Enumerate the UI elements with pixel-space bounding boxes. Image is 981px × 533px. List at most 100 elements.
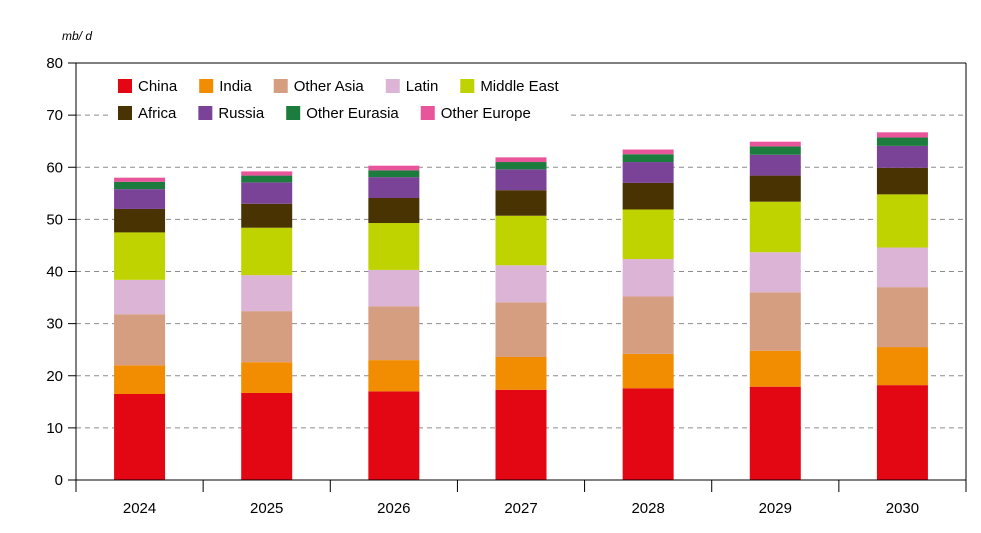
bar-segment xyxy=(368,360,420,392)
bar-segment xyxy=(368,170,420,178)
x-tick-label: 2024 xyxy=(123,500,156,517)
bar-segment xyxy=(622,353,674,389)
bar-segment xyxy=(876,137,928,146)
bar-segment xyxy=(876,145,928,168)
bar-segment xyxy=(114,279,166,315)
legend-swatch xyxy=(199,79,214,93)
bar-segment xyxy=(114,208,166,233)
x-tick-label: 2027 xyxy=(504,500,537,517)
bar-segment xyxy=(241,275,293,312)
legend-items: China India Other Asia Latin Middle East Afri… xyxy=(118,78,560,122)
bar-segment xyxy=(241,227,293,276)
bar-segment xyxy=(495,162,547,170)
legend-swatch xyxy=(198,106,213,120)
bar-segment xyxy=(749,146,801,155)
bar-segment xyxy=(749,175,801,202)
bar-segment xyxy=(241,182,293,204)
y-tick-label: 0 xyxy=(55,472,63,489)
legend-label: Russia xyxy=(218,105,265,122)
legend-label: Other Asia xyxy=(294,78,365,95)
bar-segment xyxy=(495,169,547,191)
y-axis-unit-label: mb/ d xyxy=(62,29,92,43)
bar-segment xyxy=(241,392,293,480)
legend-label: Other Eurasia xyxy=(306,105,399,122)
legend: China India Other Asia Latin Middle East Afri… xyxy=(110,72,569,128)
y-tick-label: 30 xyxy=(46,316,63,333)
bar-segment xyxy=(495,157,547,163)
bar-segment xyxy=(876,194,928,248)
bar-segment xyxy=(876,167,928,195)
bar-segment xyxy=(495,389,547,480)
bar-segment xyxy=(622,149,674,155)
bar-segment xyxy=(749,386,801,480)
legend-swatch xyxy=(385,79,400,93)
bar-segment xyxy=(114,365,166,394)
bar-segment xyxy=(114,177,166,182)
bar-segment xyxy=(622,209,674,259)
bar-segment xyxy=(622,388,674,480)
bar-segment xyxy=(622,258,674,297)
x-tick-label: 2028 xyxy=(631,500,664,517)
bar-segment xyxy=(495,356,547,390)
bar-segment xyxy=(876,132,928,138)
y-tick-label: 10 xyxy=(46,420,63,437)
bar-segment xyxy=(749,350,801,387)
legend-swatch xyxy=(273,79,288,93)
bar-segment xyxy=(368,165,420,171)
legend-swatch xyxy=(118,79,132,93)
bar-segment xyxy=(368,269,420,307)
bar-segment xyxy=(749,292,801,351)
bar-segment xyxy=(114,181,166,190)
bar-segment xyxy=(622,296,674,354)
bar-segment xyxy=(749,141,801,147)
bar-segment xyxy=(876,385,928,480)
bar-segment xyxy=(495,265,547,303)
y-tick-label: 80 xyxy=(46,55,63,72)
y-tick-label: 50 xyxy=(46,211,63,228)
bar-segment xyxy=(622,154,674,163)
legend-background xyxy=(110,72,569,128)
legend-label: Latin xyxy=(406,78,439,95)
bar-segment xyxy=(876,287,928,348)
legend-label: Middle East xyxy=(480,78,559,95)
bar-segment xyxy=(368,306,420,361)
bar-segment xyxy=(495,190,547,216)
y-tick-label: 40 xyxy=(46,264,63,281)
bar-segment xyxy=(114,393,166,480)
y-tick-label: 60 xyxy=(46,159,63,176)
bar-segment xyxy=(241,171,293,176)
x-tick-label: 2026 xyxy=(377,500,410,517)
bars xyxy=(114,132,928,480)
bar-segment xyxy=(495,215,547,266)
x-tick-label: 2030 xyxy=(886,500,919,517)
legend-label: India xyxy=(219,78,252,95)
bar-segment xyxy=(241,203,293,228)
legend-swatch xyxy=(118,106,132,120)
x-tick-label: 2025 xyxy=(250,500,283,517)
y-tick-label: 20 xyxy=(46,368,63,385)
bar-segment xyxy=(622,162,674,183)
bar-segment xyxy=(749,201,801,253)
bar-segment xyxy=(368,223,420,270)
bar-segment xyxy=(368,177,420,199)
legend-box xyxy=(110,72,569,128)
bar-segment xyxy=(495,302,547,357)
legend-swatch xyxy=(460,79,475,93)
bar-segment xyxy=(241,311,293,363)
legend-swatch xyxy=(286,106,301,120)
legend-swatch xyxy=(420,106,435,120)
bar-segment xyxy=(368,391,420,480)
y-tick-label: 70 xyxy=(46,107,63,124)
legend-label: Other Europe xyxy=(441,105,531,122)
legend-label: China xyxy=(138,78,178,95)
bar-segment xyxy=(749,252,801,293)
bar-segment xyxy=(368,198,420,224)
x-tick-label: 2029 xyxy=(759,500,792,517)
bar-segment xyxy=(876,247,928,288)
bar-segment xyxy=(114,232,166,280)
bar-segment xyxy=(114,189,166,209)
bar-segment xyxy=(241,175,293,183)
